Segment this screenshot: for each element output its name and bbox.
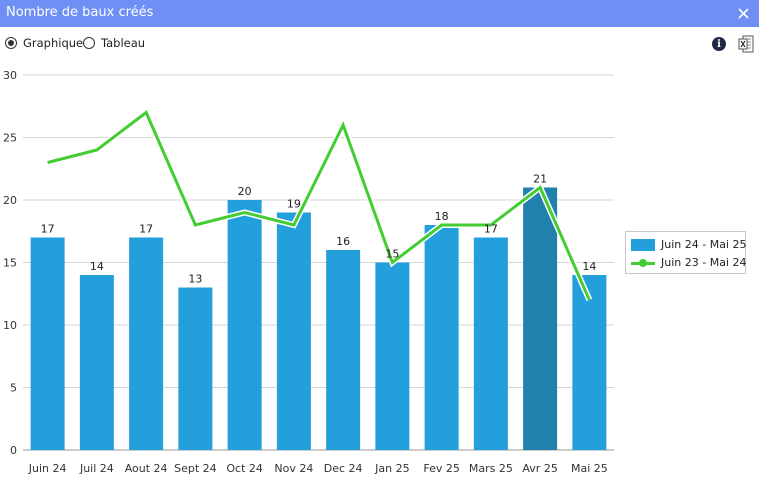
line-series-previous [47, 110, 591, 301]
legend-item-current[interactable]: Juin 24 - Mai 25 [631, 238, 746, 251]
line-series-outline [46, 107, 593, 302]
bar-juil-24 [79, 275, 114, 450]
bar-dec-24 [326, 250, 361, 450]
bar-juin-24 [30, 237, 65, 450]
bar-mai-25 [572, 275, 607, 450]
bar-data-label: 13 [188, 273, 202, 286]
x-tick-label: Mars 25 [469, 462, 513, 475]
x-tick-label: Jan 25 [374, 462, 409, 475]
radio-tableau-circle[interactable] [83, 37, 95, 49]
bar-data-label: 17 [41, 223, 55, 236]
x-tick-label: Juil 24 [79, 462, 114, 475]
legend-label-previous: Juin 23 - Mai 24 [661, 256, 747, 269]
radio-selected-dot [8, 40, 14, 46]
y-tick-label: 25 [3, 132, 17, 145]
bar-avr-25 [523, 187, 558, 450]
toolbar: Graphique Tableau i [0, 32, 759, 56]
bar-aout-24 [129, 237, 164, 450]
bar-fev-25 [424, 225, 459, 450]
x-tick-label: Dec 24 [324, 462, 363, 475]
bar-data-label: 14 [90, 260, 104, 273]
x-tick-label: Oct 24 [226, 462, 263, 475]
bar-data-label: 15 [385, 248, 399, 261]
bar-data-label: 17 [484, 223, 498, 236]
x-tick-label: Mai 25 [571, 462, 608, 475]
radio-graphique-label[interactable]: Graphique [23, 36, 84, 50]
x-tick-label: Fev 25 [423, 462, 460, 475]
bar-data-label: 19 [287, 198, 301, 211]
close-button[interactable] [733, 3, 753, 23]
bar-data-label: 20 [238, 185, 252, 198]
y-tick-label: 15 [3, 257, 17, 270]
radio-tableau[interactable]: Tableau [83, 36, 145, 50]
y-tick-label: 20 [3, 194, 17, 207]
y-tick-label: 5 [10, 382, 17, 395]
radio-graphique[interactable]: Graphique [5, 36, 83, 50]
info-icon[interactable]: i [712, 37, 726, 51]
legend-bar-swatch [631, 238, 655, 251]
legend-item-previous[interactable]: Juin 23 - Mai 24 [631, 256, 746, 269]
chart-legend: Juin 24 - Mai 25 Juin 23 - Mai 24 [625, 231, 746, 274]
x-tick-label: Avr 25 [522, 462, 557, 475]
y-tick-label: 0 [10, 444, 17, 457]
bar-nov-24 [276, 212, 311, 450]
x-tick-label: Sept 24 [174, 462, 217, 475]
x-tick-label: Aout 24 [125, 462, 168, 475]
bar-jan-25 [375, 262, 410, 450]
window-title: Nombre de baux créés [6, 5, 154, 20]
bar-sept-24 [178, 287, 213, 450]
x-tick-label: Nov 24 [274, 462, 313, 475]
bar-data-label: 14 [582, 260, 596, 273]
y-tick-label: 10 [3, 319, 17, 332]
bar-oct-24 [227, 200, 262, 450]
bar-line-chart: 0 5 10 15 20 25 30 17 14 17 13 20 19 16 15 18 17 21 14 Juin… [3, 69, 614, 475]
bar-data-label: 21 [533, 173, 547, 186]
radio-graphique-circle[interactable] [5, 37, 17, 49]
bar-data-label: 17 [139, 223, 153, 236]
title-bar: Nombre de baux créés [0, 0, 759, 27]
legend-label-current: Juin 24 - Mai 25 [661, 238, 747, 251]
bar-data-label: 18 [435, 210, 449, 223]
excel-export-icon[interactable] [738, 35, 754, 53]
bar-data-label: 16 [336, 235, 350, 248]
y-tick-label: 30 [3, 69, 17, 82]
bar-mars-25 [473, 237, 508, 450]
legend-line-swatch [631, 258, 655, 268]
close-icon [737, 7, 749, 19]
radio-tableau-label[interactable]: Tableau [101, 36, 146, 50]
x-tick-label: Juin 24 [28, 462, 67, 475]
